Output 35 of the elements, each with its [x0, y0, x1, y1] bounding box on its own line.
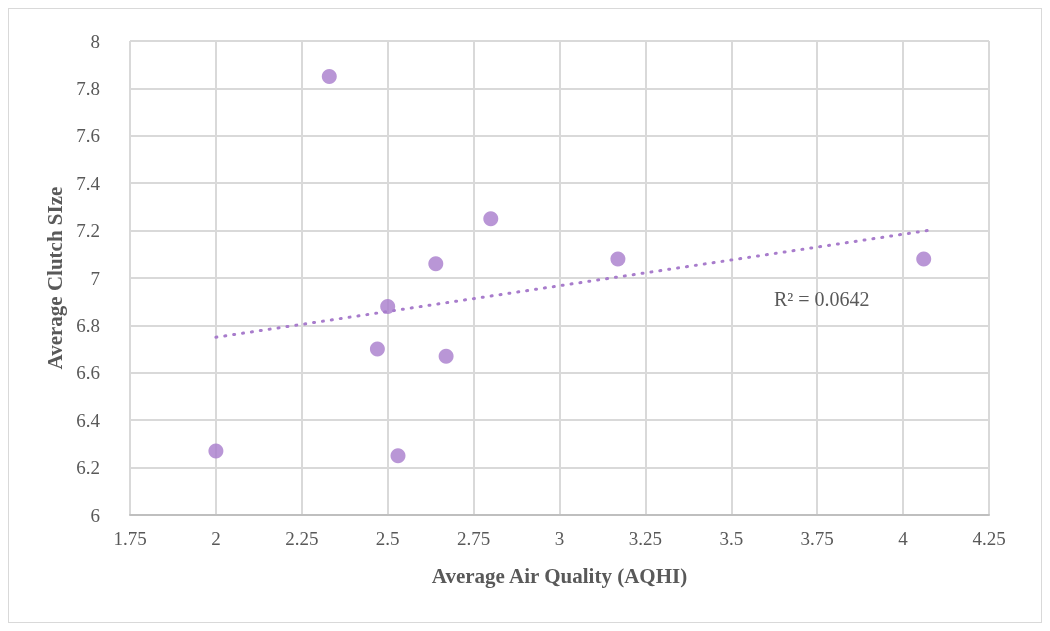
y-tick-label: 6.4	[76, 409, 101, 431]
y-tick-label: 6.6	[76, 362, 100, 384]
point	[369, 341, 385, 357]
point	[428, 256, 444, 272]
y-tick-label: 6.2	[76, 457, 100, 479]
point	[208, 443, 224, 459]
point	[380, 298, 396, 314]
point	[390, 448, 406, 464]
y-tick-label: 6.8	[76, 314, 100, 336]
y-tick-label: 7	[90, 267, 100, 289]
y-tick-label: 7.6	[76, 125, 100, 147]
y-tick-label: 6	[90, 504, 100, 526]
point	[438, 348, 454, 364]
x-tick-label: 4.25	[972, 528, 1006, 549]
x-tick-label: 2.5	[375, 528, 400, 549]
x-tick-label: 2.25	[285, 528, 319, 549]
point	[483, 211, 499, 227]
point	[610, 251, 626, 267]
x-axis-title: Average Air Quality (AQHI)	[431, 563, 688, 588]
point	[321, 69, 337, 85]
x-tick-label: 4	[898, 528, 909, 549]
y-tick-label: 7.8	[76, 77, 100, 99]
annotation: R² = 0.0642	[774, 288, 870, 310]
y-tick-label: 7.2	[76, 220, 100, 242]
point	[916, 251, 932, 267]
x-tick-label: 2	[211, 528, 221, 549]
y-tick-label: 8	[90, 30, 100, 52]
x-tick-label: 3.5	[719, 528, 744, 549]
x-tick-label: 3	[554, 528, 565, 549]
x-tick-label: 1.75	[113, 528, 147, 549]
x-tick-label: 3.25	[628, 528, 663, 549]
x-tick-label: 3.75	[800, 528, 834, 549]
x-tick-label: 2.75	[456, 528, 491, 549]
y-axis-title: Average Clutch SIze	[42, 186, 67, 370]
y-tick-label: 7.4	[76, 172, 101, 194]
